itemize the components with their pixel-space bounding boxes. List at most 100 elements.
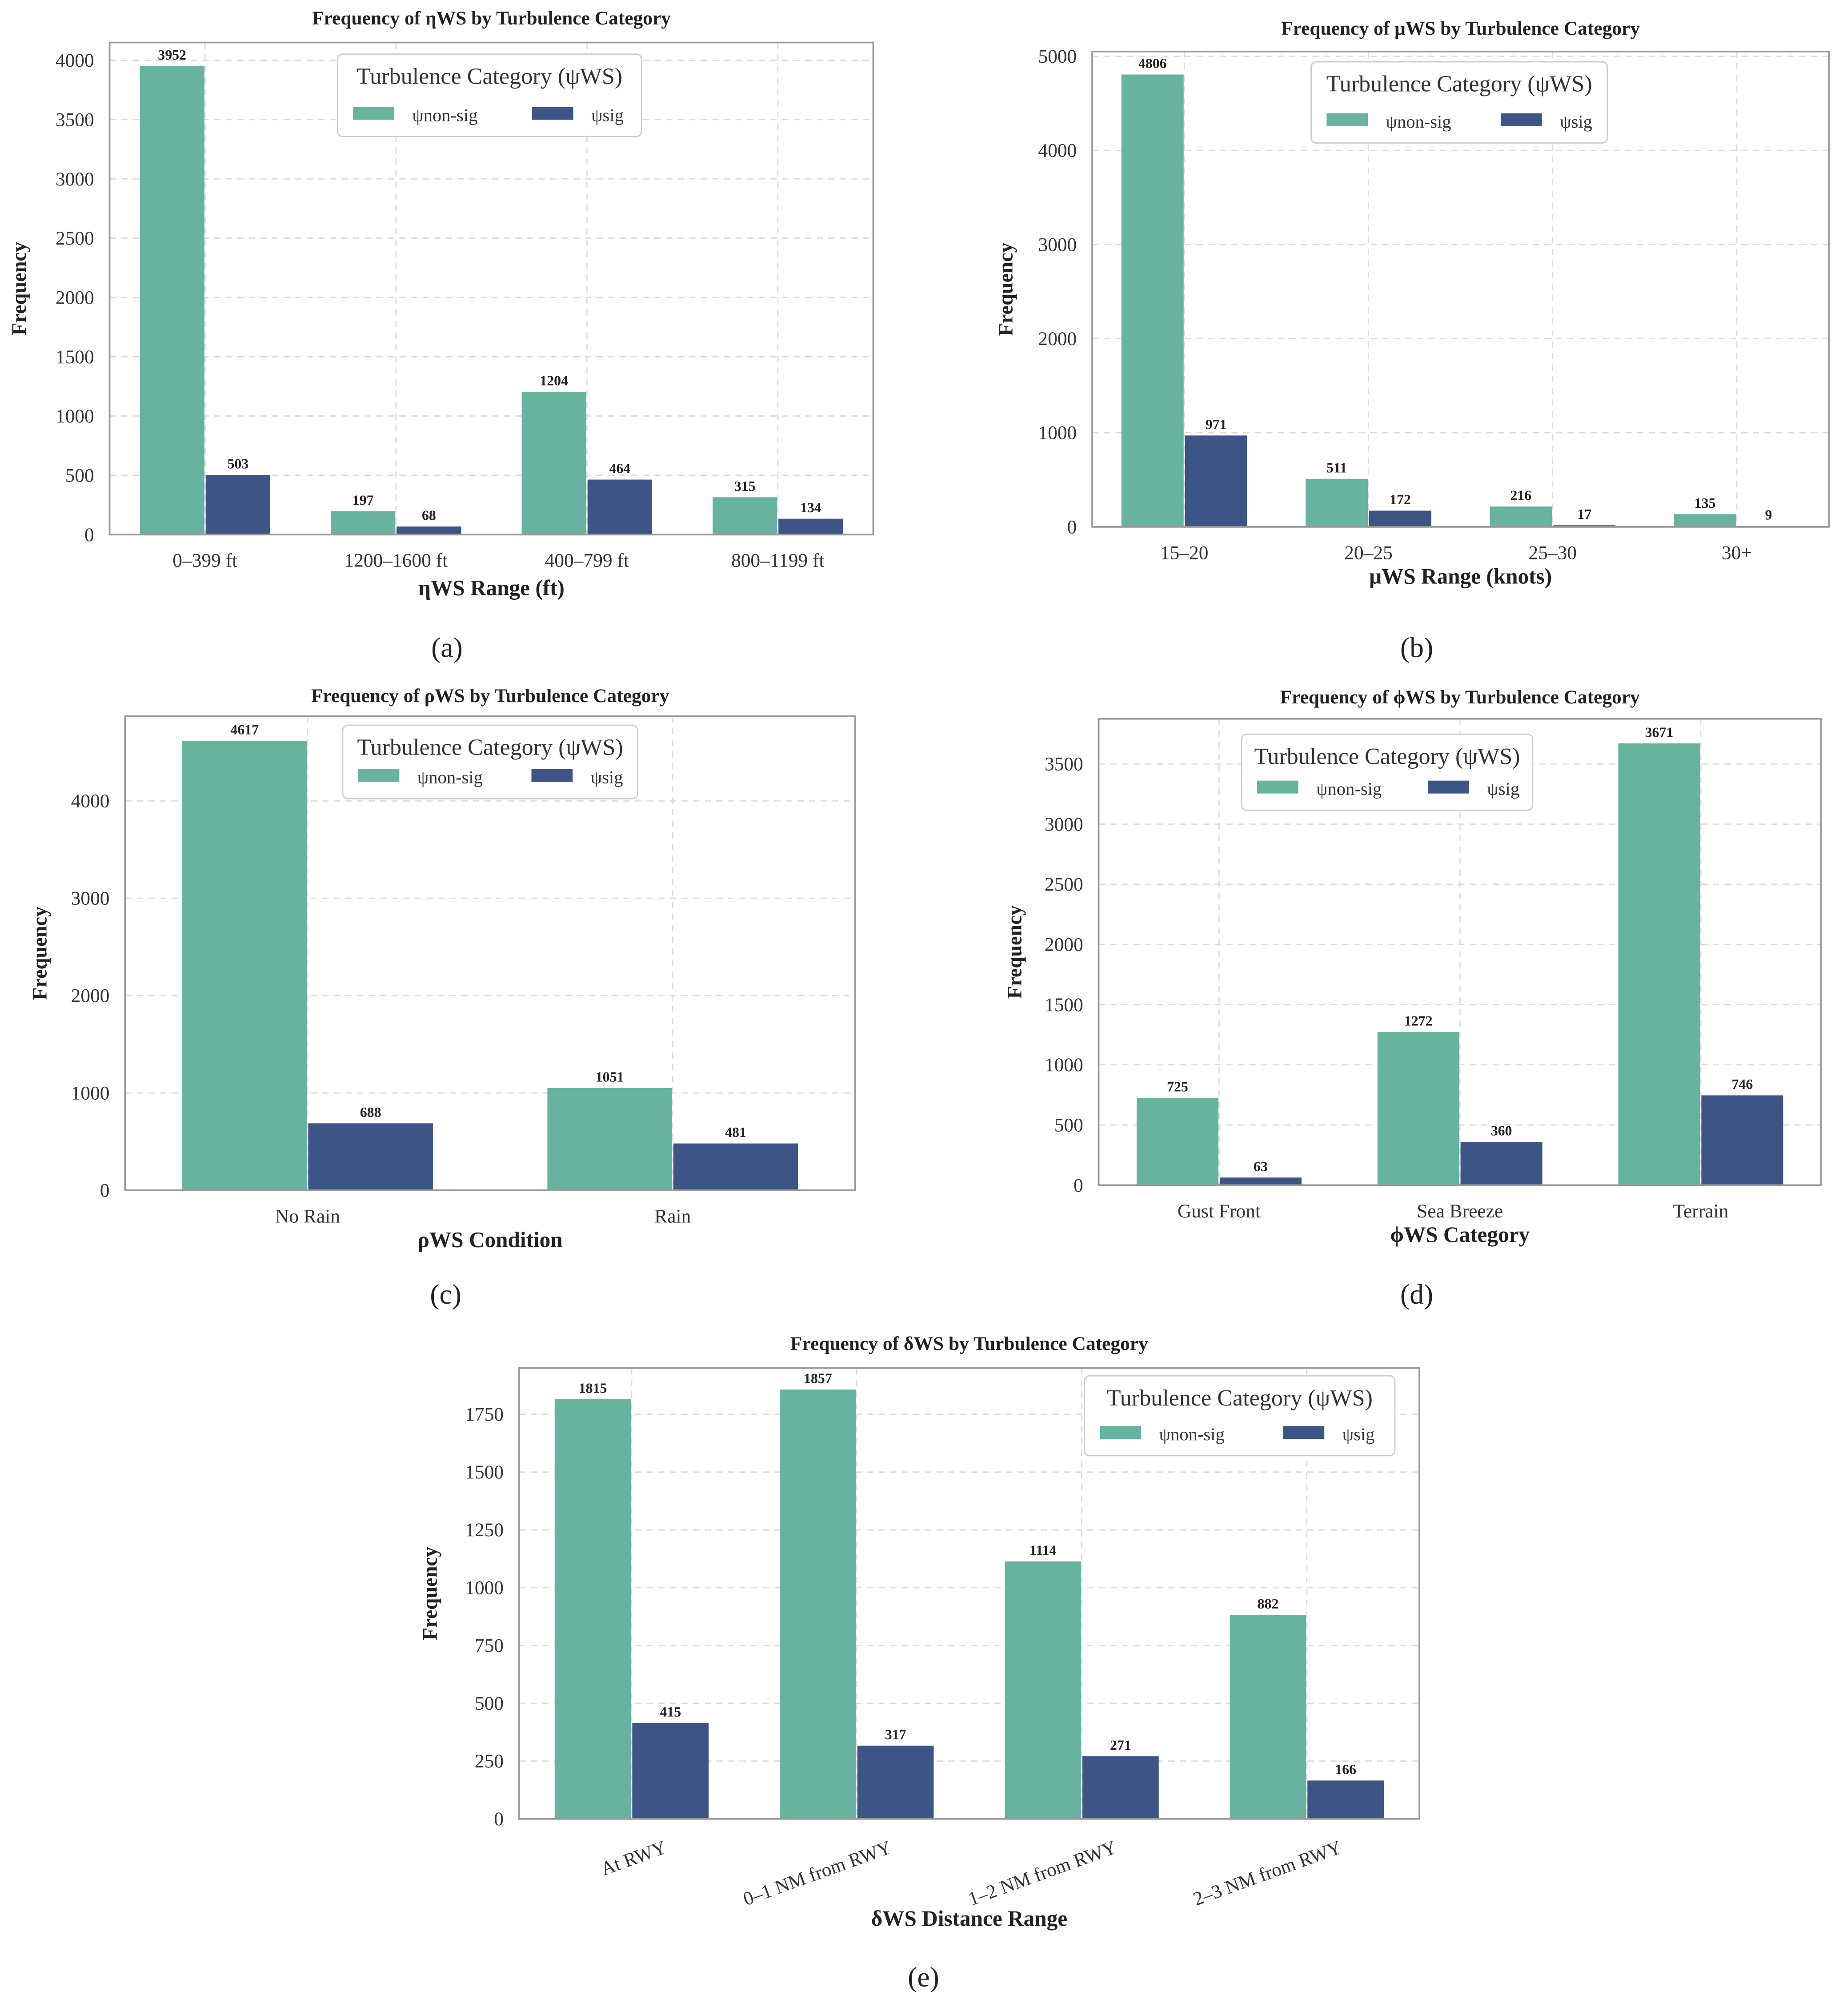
y-axis-label: Frequency <box>8 242 31 335</box>
bar-non-sig <box>713 497 777 535</box>
y-tick-label: 3000 <box>1038 234 1077 255</box>
y-axis-label: Frequency <box>29 907 52 1000</box>
y-tick-label: 1000 <box>56 406 94 427</box>
legend-swatch-non-sig <box>1257 780 1298 794</box>
legend-swatch-non-sig <box>353 107 394 120</box>
data-label: 1051 <box>596 1069 624 1084</box>
legend-item-sig: ψsig <box>1342 1424 1375 1444</box>
data-label: 63 <box>1254 1159 1268 1174</box>
y-tick-label: 2500 <box>56 228 94 249</box>
chart-title: Frequency of ϕWS by Turbulence Category <box>1280 687 1640 708</box>
data-label: 503 <box>227 456 248 472</box>
x-tick-label: At RWY <box>598 1836 669 1880</box>
bar-sig <box>632 1723 709 1819</box>
bar-sig <box>778 518 843 535</box>
x-tick-label: 1–2 NM from RWY <box>966 1836 1119 1910</box>
y-tick-label: 0 <box>100 1180 110 1201</box>
y-tick-label: 4000 <box>56 50 94 71</box>
x-axis-label: μWS Range (knots) <box>1369 564 1552 588</box>
bar-non-sig <box>1136 1098 1218 1185</box>
bar-non-sig <box>1674 514 1736 527</box>
y-tick-label: 1000 <box>1038 422 1077 444</box>
bar-non-sig <box>140 66 204 535</box>
y-tick-label: 1750 <box>465 1404 504 1425</box>
x-axis-label: ρWS Condition <box>418 1227 563 1252</box>
data-label: 415 <box>660 1704 681 1719</box>
y-tick-label: 3000 <box>71 888 110 909</box>
chart-panel-d: 0 500 1000 1500 2000 2500 3000 3500 725 1272 3671 6… <box>1004 687 1822 1310</box>
legend-swatch-sig <box>532 107 573 120</box>
data-label: 271 <box>1110 1737 1131 1753</box>
y-tick-label: 3000 <box>56 169 94 190</box>
chart-title: Frequency of δWS by Turbulence Category <box>790 1333 1148 1354</box>
x-axis-label: ϕWS Category <box>1390 1222 1530 1247</box>
x-axis-label: ηWS Range (ft) <box>418 575 565 600</box>
legend-swatch-sig <box>1500 113 1542 126</box>
data-label: 1114 <box>1030 1542 1056 1558</box>
legend-swatch-sig <box>531 769 573 782</box>
x-tick-label: Sea Breeze <box>1417 1201 1503 1222</box>
x-tick-label: 15–20 <box>1160 542 1209 563</box>
bar-non-sig <box>331 511 396 535</box>
data-label: 216 <box>1510 488 1531 503</box>
bar-non-sig <box>554 1399 631 1819</box>
bar-sig <box>1307 1780 1384 1819</box>
x-tick-label: 2–3 NM from RWY <box>1190 1836 1344 1910</box>
y-tick-label: 5000 <box>1038 46 1077 67</box>
data-label: 688 <box>360 1104 381 1120</box>
x-tick-label: 0–399 ft <box>172 550 237 571</box>
legend-title: Turbulence Category (ψWS) <box>357 735 623 760</box>
bar-sig <box>205 475 270 535</box>
chart-title: Frequency of ρWS by Turbulence Category <box>311 685 669 707</box>
bar-sig <box>1369 510 1431 527</box>
panel-label: (b) <box>1400 632 1433 663</box>
data-label: 4806 <box>1138 56 1167 71</box>
y-tick-label: 1500 <box>1045 994 1083 1016</box>
y-tick-label: 4000 <box>71 791 110 812</box>
legend-item-sig: ψsig <box>1487 779 1519 799</box>
y-tick-label: 1000 <box>1045 1054 1083 1076</box>
y-tick-label: 500 <box>475 1693 504 1714</box>
bar-non-sig <box>1618 743 1700 1185</box>
y-axis-label: Frequency <box>419 1547 441 1640</box>
bar-sig <box>308 1123 433 1190</box>
bar-non-sig <box>521 392 586 535</box>
y-tick-label: 3500 <box>1045 754 1083 775</box>
chart-title: Frequency of ηWS by Turbulence Category <box>312 8 671 29</box>
data-label: 360 <box>1491 1123 1512 1138</box>
legend: Turbulence Category (ψWS) ψnon-sig ψsig <box>1241 733 1534 811</box>
chart-panel-e: 0 250 500 750 1000 1250 1500 1750 1815 1857 1114 88… <box>419 1333 1420 1992</box>
x-tick-label: 0–1 NM from RWY <box>740 1836 894 1910</box>
legend-title: Turbulence Category (ψWS) <box>357 64 622 89</box>
y-tick-label: 2000 <box>1038 328 1077 349</box>
chart-panel-a: 0 500 1000 1500 2000 2500 3000 3500 4000 3952 197 1… <box>8 8 874 663</box>
chart-panel-c: 0 1000 2000 3000 4000 4617 1051 688 481 No Rain Ra… <box>29 685 856 1310</box>
legend: Turbulence Category (ψWS) ψnon-sig ψsig <box>1310 61 1608 144</box>
x-tick-label: Terrain <box>1673 1201 1729 1222</box>
data-label: 135 <box>1695 495 1716 511</box>
legend: Turbulence Category (ψWS) ψnon-sig ψsig <box>1084 1375 1396 1457</box>
bar-sig <box>857 1745 934 1819</box>
bar-sig <box>1082 1756 1159 1819</box>
y-tick-label: 500 <box>1054 1115 1083 1136</box>
bar-non-sig <box>547 1088 672 1190</box>
legend-title: Turbulence Category (ψWS) <box>1107 1385 1373 1411</box>
data-label: 1815 <box>579 1380 607 1396</box>
data-label: 464 <box>609 461 630 476</box>
y-tick-label: 1500 <box>465 1462 504 1483</box>
bar-non-sig <box>1305 478 1368 527</box>
legend-item-sig: ψsig <box>591 767 623 787</box>
legend: Turbulence Category (ψWS) ψnon-sig ψsig <box>337 53 642 137</box>
x-tick-label: 20–25 <box>1344 542 1393 563</box>
y-tick-label: 3000 <box>1045 814 1083 835</box>
bar-sig <box>1701 1095 1783 1185</box>
x-tick-label: 1200–1600 ft <box>344 550 448 571</box>
y-tick-label: 500 <box>65 465 94 486</box>
y-axis-label: Frequency <box>1004 905 1026 999</box>
plot-frame <box>124 715 856 1191</box>
panel-label: (a) <box>431 632 463 663</box>
y-tick-label: 1500 <box>56 346 94 368</box>
x-tick-label: Gust Front <box>1178 1201 1261 1222</box>
data-label: 9 <box>1765 507 1772 523</box>
plot-frame <box>1098 718 1822 1186</box>
